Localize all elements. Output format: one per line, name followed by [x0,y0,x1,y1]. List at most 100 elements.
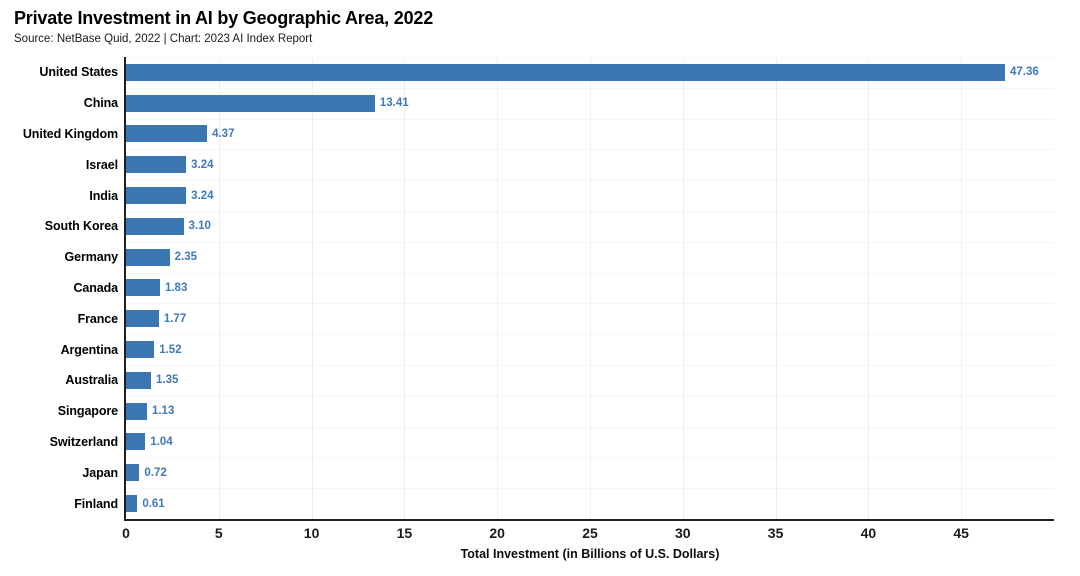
bar-track: 0.61 [126,495,1054,513]
bar: 1.13 [126,402,174,420]
x-tick-label: 45 [953,525,969,541]
gridline-horizontal [126,241,1054,243]
bar: 1.35 [126,371,178,389]
category-label: India [89,188,118,203]
bar-track: 1.04 [126,433,1054,451]
bar-row: Japan 0.72 [0,457,1054,488]
category-label: Israel [85,157,118,172]
gridline-vertical [497,57,499,521]
gridline-horizontal [126,272,1054,274]
category-label: Japan [82,465,118,480]
bar-track: 1.35 [126,371,1054,389]
x-axis-title: Total Investment (in Billions of U.S. Do… [460,547,720,561]
bar: 3.24 [126,156,214,174]
category-label: United States [39,65,118,80]
bar: 3.10 [126,217,211,235]
gridline-horizontal [126,426,1054,428]
bar-track: 3.10 [126,217,1054,235]
category-label: China [83,96,118,111]
value-label: 1.52 [159,343,182,356]
value-label: 4.37 [212,127,235,140]
value-label: 1.04 [150,435,173,448]
category-label: Australia [65,373,118,388]
bar-row: United States 47.36 [0,57,1054,88]
x-tick-label: 15 [396,525,413,541]
bar-row: India 3.24 [0,180,1054,211]
gridline-horizontal [126,57,1054,58]
bar-row: Australia 1.35 [0,365,1054,396]
value-label: 13.41 [379,97,409,110]
gridline-vertical [775,57,777,521]
category-label: France [77,311,119,326]
bar-row: Canada 1.83 [0,273,1054,304]
gridline-vertical [590,57,591,521]
category-label: Germany [64,250,119,265]
x-axis-ticks: 0 5 10 15 20 25 30 35 40 45 [122,525,1054,543]
gridline-vertical [218,57,220,521]
chart-title: Private Investment in AI by Geographic A… [14,8,434,28]
gridline-horizontal [126,488,1054,490]
gridline-vertical [961,57,963,521]
value-label: 1.13 [151,405,175,418]
gridline-horizontal [126,149,1054,151]
gridline-vertical [404,57,406,521]
bar: 3.24 [126,187,214,205]
gridline-horizontal [126,457,1054,459]
bar-row: Singapore 1.13 [0,396,1054,427]
bar: 1.52 [126,341,182,359]
x-tick-label: 40 [860,525,877,541]
gridline-horizontal [126,87,1054,89]
x-tick-label: 30 [675,525,691,541]
value-label: 1.83 [164,281,188,294]
category-label: Singapore [57,404,118,419]
gridline-horizontal [126,303,1054,305]
gridline-vertical [682,57,684,521]
bar-track: 13.41 [126,94,1054,112]
value-label: 0.61 [142,497,165,510]
x-tick-label: 10 [303,525,320,541]
bar-row: Switzerland 1.04 [0,427,1054,458]
bar-track: 1.13 [126,402,1054,420]
bar-track: 4.37 [126,125,1054,143]
bar-row: United Kingdom 4.37 [0,119,1054,150]
bar: 4.37 [126,125,234,143]
bar-row: Finland 0.61 [0,488,1054,519]
bar: 1.83 [126,279,187,297]
bar-row: South Korea 3.10 [0,211,1054,242]
bar-track: 2.35 [126,248,1054,266]
bar-row: China 13.41 [0,88,1054,119]
value-label: 0.72 [144,466,167,479]
gridline-horizontal [126,334,1054,336]
bar-track: 1.52 [126,341,1054,359]
x-tick-label: 5 [214,525,223,541]
category-label: Finland [74,496,118,511]
bar: 0.72 [126,464,167,482]
value-label: 3.24 [191,158,214,171]
category-label: Canada [73,280,118,295]
bar-row: Israel 3.24 [0,149,1054,180]
x-tick-label: 25 [582,525,598,541]
value-label: 3.10 [188,220,211,233]
gridline-vertical [311,57,313,521]
x-tick-label: 20 [489,525,505,541]
value-label: 1.35 [156,374,179,387]
bar: 47.36 [126,63,1039,81]
bar-track: 3.24 [126,187,1054,205]
plot-area: United States 47.36 China 13.41 United Kingd… [23,57,1054,561]
bar-row: Argentina 1.52 [0,334,1054,365]
bar: 13.41 [126,94,409,112]
bar-track: 1.77 [126,310,1054,328]
bar-track: 1.83 [126,279,1054,297]
gridline-vertical [868,57,870,521]
bar: 2.35 [126,248,197,266]
chart-header: Private Investment in AI by Geographic A… [14,8,433,45]
value-label: 1.77 [163,312,187,325]
gridline-horizontal [126,365,1054,366]
value-label: 3.24 [191,189,214,202]
category-label: Switzerland [49,434,118,449]
gridline-horizontal [126,118,1054,120]
gridline-horizontal [126,395,1054,397]
bar-track: 47.36 [126,63,1054,81]
x-axis-line [124,519,1054,521]
category-label: South Korea [44,219,118,234]
